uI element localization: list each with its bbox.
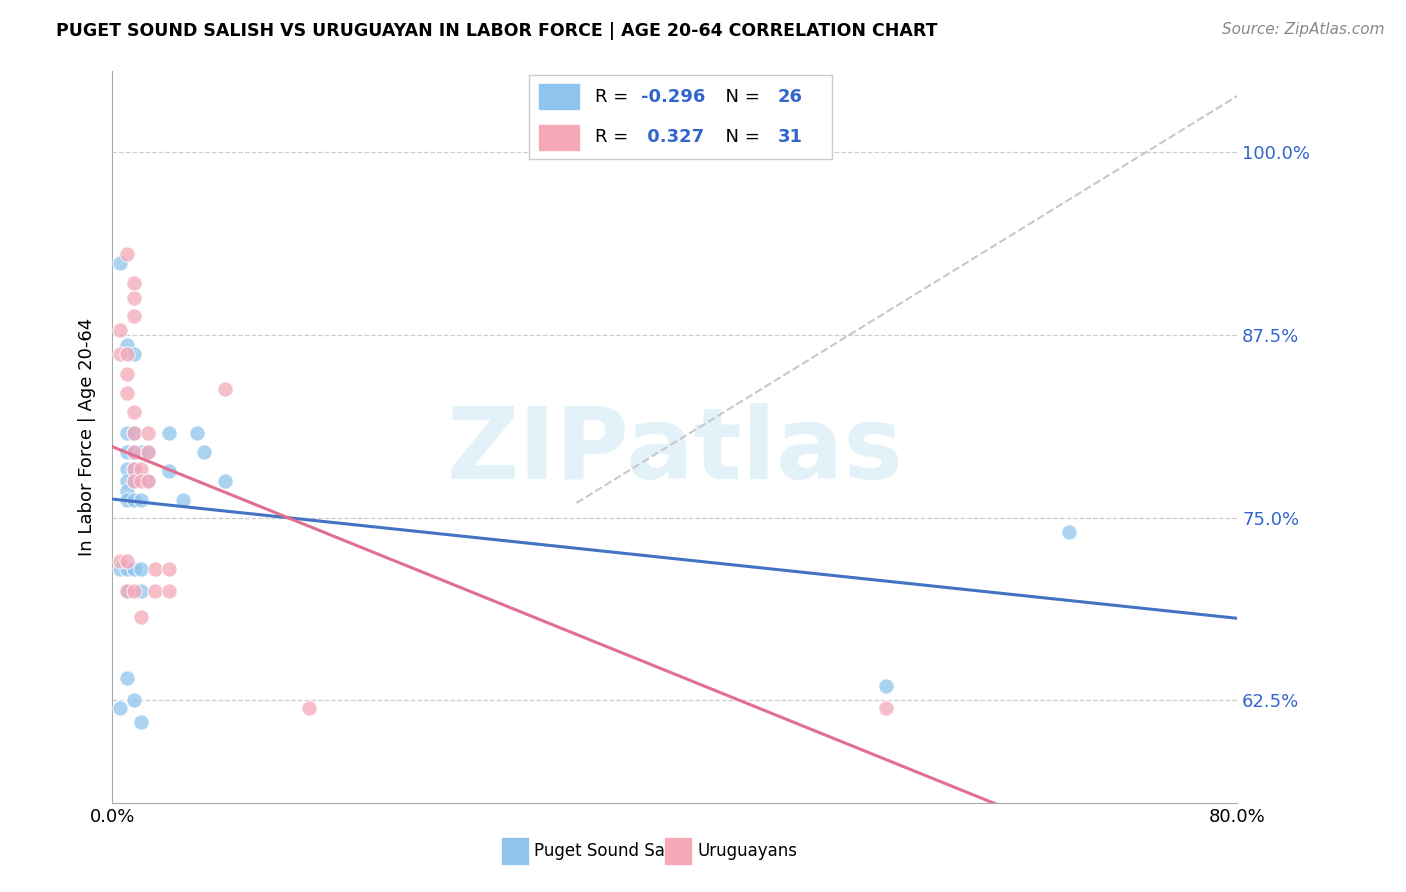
Point — [136, 474, 159, 488]
Y-axis label: In Labor Force | Age 20-64: In Labor Force | Age 20-64 — [77, 318, 96, 557]
Point — [115, 425, 138, 440]
Point — [129, 562, 152, 576]
Point — [122, 425, 145, 440]
Point — [115, 444, 138, 458]
Point — [108, 347, 131, 361]
Point — [129, 444, 152, 458]
Point — [129, 462, 152, 476]
Point — [214, 474, 236, 488]
Point — [129, 493, 152, 508]
Point — [157, 562, 180, 576]
Point — [115, 562, 138, 576]
Point — [122, 583, 145, 598]
Point — [115, 474, 138, 488]
Point — [122, 462, 145, 476]
Point — [122, 405, 145, 419]
Point — [157, 464, 180, 478]
Point — [122, 277, 145, 291]
Point — [115, 338, 138, 352]
Point — [136, 425, 159, 440]
Point — [186, 425, 208, 440]
Bar — [501, 838, 529, 865]
Point — [108, 554, 131, 568]
Point — [108, 256, 131, 270]
Point — [122, 291, 145, 305]
Point — [115, 367, 138, 381]
Point — [875, 679, 897, 693]
Point — [157, 425, 180, 440]
Point — [122, 347, 145, 361]
Point — [122, 693, 145, 707]
Point — [157, 583, 180, 598]
Point — [122, 462, 145, 476]
Point — [115, 583, 138, 598]
Point — [298, 700, 321, 714]
Point — [129, 474, 152, 488]
Point — [122, 493, 145, 508]
Point — [122, 425, 145, 440]
Text: Uruguayans: Uruguayans — [697, 842, 797, 860]
Point — [875, 700, 897, 714]
Point — [108, 700, 131, 714]
Point — [129, 583, 152, 598]
Point — [214, 382, 236, 396]
Point — [115, 672, 138, 686]
Point — [143, 583, 166, 598]
Point — [136, 474, 159, 488]
Point — [108, 323, 131, 337]
Point — [122, 474, 145, 488]
Text: PUGET SOUND SALISH VS URUGUAYAN IN LABOR FORCE | AGE 20-64 CORRELATION CHART: PUGET SOUND SALISH VS URUGUAYAN IN LABOR… — [56, 22, 938, 40]
Point — [115, 386, 138, 401]
Point — [115, 484, 138, 499]
Point — [1057, 525, 1080, 540]
Point — [129, 610, 152, 624]
Point — [115, 554, 138, 568]
Point — [122, 444, 145, 458]
Point — [122, 444, 145, 458]
Point — [108, 562, 131, 576]
Point — [172, 493, 194, 508]
Point — [129, 715, 152, 730]
Point — [143, 562, 166, 576]
Text: ZIPatlas: ZIPatlas — [447, 403, 903, 500]
Point — [122, 474, 145, 488]
Point — [115, 493, 138, 508]
Point — [136, 444, 159, 458]
Point — [122, 309, 145, 323]
Text: Puget Sound Salish: Puget Sound Salish — [534, 842, 693, 860]
Point — [115, 583, 138, 598]
Point — [115, 247, 138, 261]
Bar — [664, 838, 692, 865]
Text: Source: ZipAtlas.com: Source: ZipAtlas.com — [1222, 22, 1385, 37]
Point — [115, 347, 138, 361]
Point — [115, 462, 138, 476]
Point — [136, 444, 159, 458]
Point — [122, 562, 145, 576]
Point — [193, 444, 215, 458]
